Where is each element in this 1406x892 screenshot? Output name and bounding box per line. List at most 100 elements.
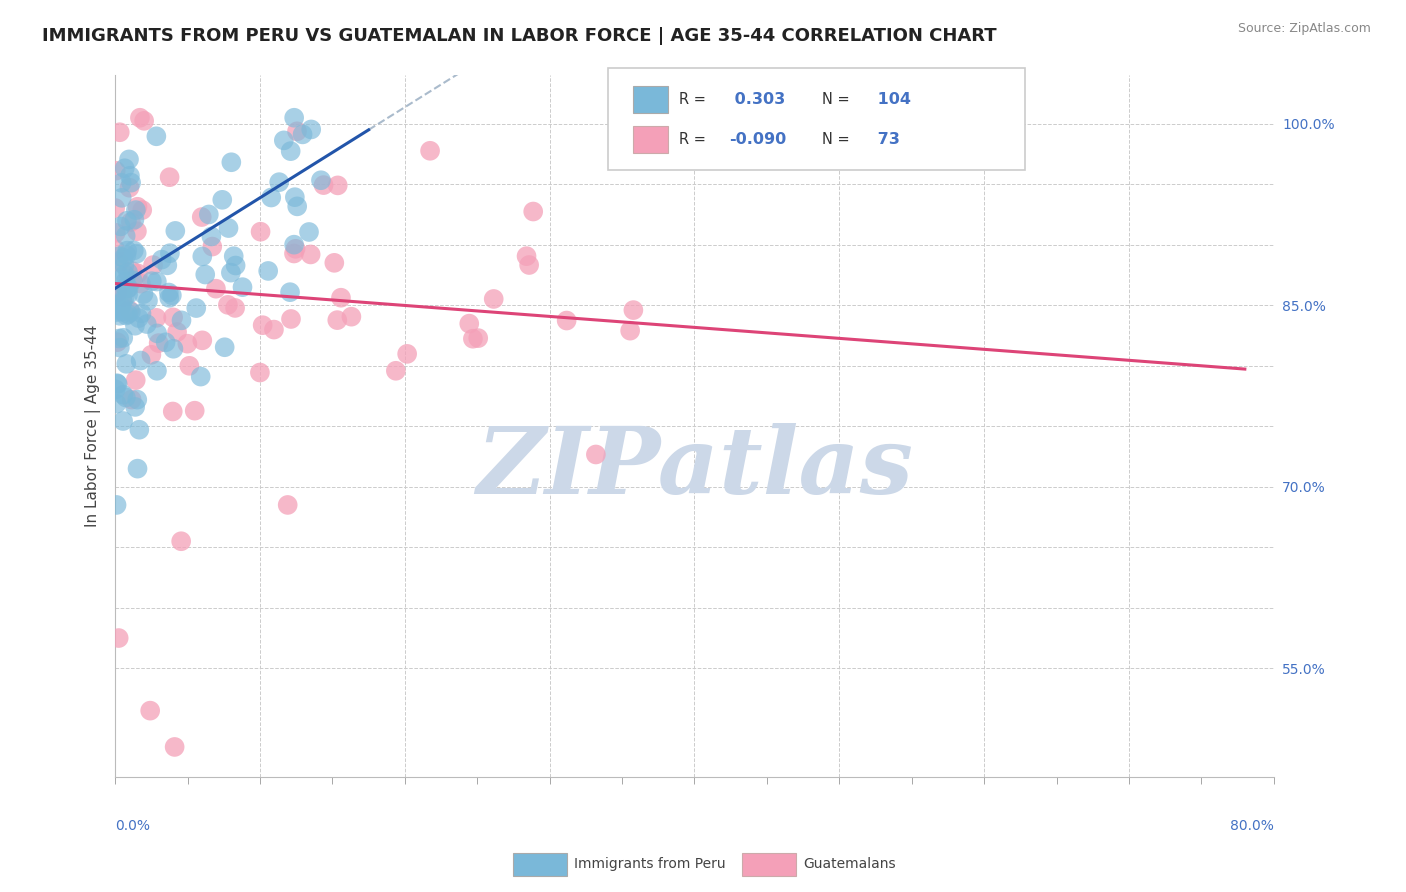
Point [419, 144, 441, 158]
Point [115, 391, 138, 405]
Point [385, 364, 408, 378]
Point [159, 246, 181, 260]
Point [225, 259, 247, 273]
Point [120, 176, 142, 190]
Point [108, 125, 131, 139]
Point [159, 170, 181, 185]
Point [110, 219, 132, 234]
Point [122, 244, 145, 258]
Point [124, 318, 146, 333]
Point [224, 301, 246, 315]
Point [124, 212, 146, 227]
Point [114, 258, 136, 272]
Point [201, 239, 224, 253]
Text: 0.0%: 0.0% [115, 819, 150, 833]
Point [482, 292, 505, 306]
Point [515, 249, 537, 263]
Point [166, 325, 188, 339]
Point [135, 317, 157, 331]
Point [128, 423, 150, 437]
FancyBboxPatch shape [633, 126, 668, 153]
Point [118, 153, 141, 167]
Point [104, 226, 127, 240]
Point [121, 392, 143, 407]
Point [141, 274, 163, 288]
Point [148, 336, 170, 351]
Point [107, 631, 129, 645]
Text: 104: 104 [872, 92, 911, 107]
Point [127, 200, 149, 214]
Point [221, 155, 243, 169]
Point [186, 301, 208, 315]
Point [115, 244, 138, 258]
Point [117, 307, 139, 321]
Point [128, 311, 150, 326]
Point [249, 225, 271, 239]
Point [131, 306, 153, 320]
Point [299, 122, 322, 136]
Text: Source: ZipAtlas.com: Source: ZipAtlas.com [1237, 22, 1371, 36]
Point [458, 317, 481, 331]
Point [284, 190, 307, 204]
Point [396, 347, 419, 361]
Point [139, 704, 162, 718]
Point [127, 461, 149, 475]
Point [118, 303, 141, 318]
Point [146, 364, 169, 378]
Point [117, 287, 139, 301]
Point [285, 124, 308, 138]
Point [170, 534, 193, 549]
Point [117, 265, 139, 279]
Point [108, 309, 131, 323]
Point [323, 256, 346, 270]
Point [118, 169, 141, 183]
Point [121, 264, 143, 278]
Point [214, 340, 236, 354]
Point [121, 273, 143, 287]
Point [179, 359, 201, 373]
Point [111, 294, 134, 309]
Point [131, 202, 153, 217]
Point [231, 280, 253, 294]
Point [621, 303, 644, 318]
Point [134, 113, 156, 128]
Point [129, 353, 152, 368]
Point [269, 175, 291, 189]
Text: Guatemalans: Guatemalans [803, 857, 896, 871]
Point [162, 310, 184, 325]
Point [283, 246, 305, 260]
Point [145, 310, 167, 325]
Point [291, 128, 314, 142]
Point [273, 133, 295, 147]
Point [619, 324, 641, 338]
Point [110, 304, 132, 318]
Point [191, 249, 214, 263]
Point [222, 249, 245, 263]
Point [198, 207, 221, 221]
Point [129, 111, 152, 125]
Point [284, 242, 307, 256]
Point [146, 275, 169, 289]
Point [127, 392, 149, 407]
Point [218, 221, 240, 235]
Point [340, 310, 363, 324]
Point [125, 203, 148, 218]
Point [326, 313, 349, 327]
Point [117, 282, 139, 296]
Point [108, 249, 131, 263]
Point [326, 178, 349, 193]
Point [260, 190, 283, 204]
Point [219, 266, 242, 280]
Text: ZIPatlas: ZIPatlas [477, 424, 912, 514]
Point [108, 341, 131, 355]
Point [157, 291, 180, 305]
Point [125, 224, 148, 238]
Point [522, 204, 544, 219]
Point [205, 282, 228, 296]
Text: N =: N = [823, 92, 855, 107]
Point [111, 191, 134, 205]
Point [156, 258, 179, 272]
Point [309, 173, 332, 187]
Point [120, 305, 142, 319]
Point [136, 293, 159, 308]
